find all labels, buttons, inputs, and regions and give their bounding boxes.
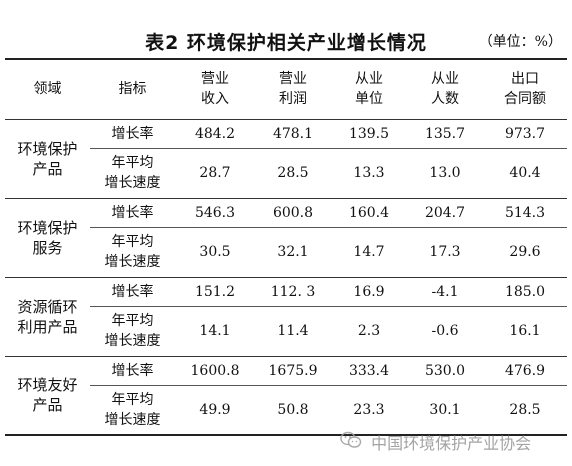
domain-cell: 资源循环 利用产品 [5, 277, 90, 357]
metric-cell: 增长率 [90, 277, 175, 307]
header-cell-revenue: 营业 收入 [175, 58, 255, 120]
metric-cell: 年平均 增长速度 [90, 385, 175, 436]
value-cell: 112. 3 [255, 277, 331, 307]
value-cell: 1675.9 [255, 356, 331, 386]
domain-cell: 环境友好 产品 [5, 356, 90, 436]
value-cell: 16.1 [483, 306, 567, 357]
unit-note: （单位：%） [478, 34, 562, 50]
value-cell: 185.0 [483, 277, 567, 307]
domain-cell: 环境保护 产品 [5, 119, 90, 199]
value-cell: 28.5 [255, 148, 331, 199]
value-cell: 160.4 [331, 198, 407, 228]
table-row: 环境保护 服务 增长率 546.3 600.8 160.4 204.7 514.3 [5, 198, 567, 278]
header-cell-export: 出口 合同额 [483, 58, 567, 120]
value-cell: 11.4 [255, 306, 331, 357]
header-cell-metric: 指标 [90, 58, 175, 120]
value-cell: 546.3 [175, 198, 255, 228]
value-cell: 530.0 [407, 356, 483, 386]
metric-cell: 年平均 增长速度 [90, 306, 175, 357]
value-cell: 135.7 [407, 119, 483, 149]
value-cell: 1600.8 [175, 356, 255, 386]
table-row: 年平均 增长速度 28.7 28.5 13.3 13.0 40.4 [5, 148, 567, 199]
growth-table: 领域 指标 营业 收入 营业 利润 从业 单位 从业 人数 出口 合同额 环境保护 产品 增… [5, 58, 567, 436]
value-cell: 478.1 [255, 119, 331, 149]
value-cell: 973.7 [483, 119, 567, 149]
value-cell: 17.3 [407, 227, 483, 278]
value-cell: -4.1 [407, 277, 483, 307]
header-cell-units: 从业 单位 [331, 58, 407, 120]
metric-cell: 增长率 [90, 119, 175, 149]
watermark-text: 中国环境保护产业协会 [371, 434, 532, 453]
table-row: 年平均 增长速度 14.1 11.4 2.3 -0.6 16.1 [5, 306, 567, 357]
value-cell: 204.7 [407, 198, 483, 228]
value-cell: 514.3 [483, 198, 567, 228]
value-cell: 14.7 [331, 227, 407, 278]
value-cell: 30.1 [407, 385, 483, 436]
value-cell: 32.1 [255, 227, 331, 278]
header-cell-profit: 营业 利润 [255, 58, 331, 120]
value-cell: 49.9 [175, 385, 255, 436]
metric-cell: 增长率 [90, 356, 175, 386]
title-row: 表2 环境保护相关产业增长情况 （单位：%） [0, 28, 572, 58]
metric-cell: 年平均 增长速度 [90, 227, 175, 278]
value-cell: 484.2 [175, 119, 255, 149]
value-cell: 16.9 [331, 277, 407, 307]
table-row: 年平均 增长速度 49.9 50.8 23.3 30.1 28.5 [5, 385, 567, 436]
header-cell-employees: 从业 人数 [407, 58, 483, 120]
header-row: 领域 指标 营业 收入 营业 利润 从业 单位 从业 人数 出口 合同额 [5, 58, 567, 120]
domain-cell: 环境保护 服务 [5, 198, 90, 278]
value-cell: 139.5 [331, 119, 407, 149]
value-cell: 28.7 [175, 148, 255, 199]
value-cell: 2.3 [331, 306, 407, 357]
value-cell: 333.4 [331, 356, 407, 386]
header-cell-domain: 领域 [5, 58, 90, 120]
value-cell: 13.0 [407, 148, 483, 199]
table-row: 年平均 增长速度 30.5 32.1 14.7 17.3 29.6 [5, 227, 567, 278]
value-cell: 40.4 [483, 148, 567, 199]
value-cell: 13.3 [331, 148, 407, 199]
table-title: 表2 环境保护相关产业增长情况 [145, 32, 427, 54]
value-cell: 600.8 [255, 198, 331, 228]
value-cell: 28.5 [483, 385, 567, 436]
metric-cell: 年平均 增长速度 [90, 148, 175, 199]
table-row: 环境友好 产品 增长率 1600.8 1675.9 333.4 530.0 476… [5, 356, 567, 436]
value-cell: 14.1 [175, 306, 255, 357]
table-row: 环境保护 产品 增长率 484.2 478.1 139.5 135.7 973.7 [5, 119, 567, 199]
value-cell: 23.3 [331, 385, 407, 436]
watermark: 中国环境保护产业协会 [340, 430, 565, 454]
value-cell: 151.2 [175, 277, 255, 307]
table-row: 资源循环 利用产品 增长率 151.2 112. 3 16.9 -4.1 185.… [5, 277, 567, 357]
wechat-icon [340, 431, 362, 453]
value-cell: -0.6 [407, 306, 483, 357]
value-cell: 50.8 [255, 385, 331, 436]
value-cell: 29.6 [483, 227, 567, 278]
value-cell: 476.9 [483, 356, 567, 386]
value-cell: 30.5 [175, 227, 255, 278]
metric-cell: 增长率 [90, 198, 175, 228]
